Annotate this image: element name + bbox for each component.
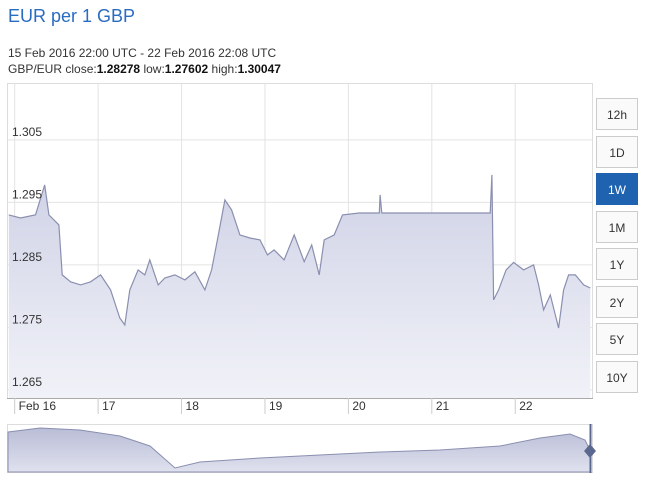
area-fill (8, 174, 591, 398)
x-tick-label: 18 (186, 399, 200, 413)
range-button[interactable]: 1Y (596, 248, 638, 280)
range-button[interactable]: 10Y (596, 360, 638, 393)
stat-value: 1.27602 (164, 62, 209, 76)
stat-value: 1.30047 (237, 62, 281, 76)
x-tick-label: 20 (352, 399, 366, 413)
navigator-handle-grip[interactable] (584, 444, 596, 458)
chart-title: EUR per 1 GBP (8, 6, 136, 26)
range-button[interactable]: 1W (596, 173, 638, 205)
y-tick-label: 1.305 (12, 125, 42, 139)
pair: GBP/EUR (8, 62, 63, 76)
range-button[interactable]: 1D (596, 135, 638, 168)
stat-label: high: (211, 62, 238, 76)
x-tick-label: 21 (436, 399, 450, 413)
y-tick-label: 1.275 (12, 313, 42, 327)
x-tick-label: 19 (269, 399, 283, 413)
range-button[interactable]: 5Y (596, 323, 638, 355)
stat-value: 1.28278 (96, 62, 141, 76)
x-tick-label: 22 (519, 399, 533, 413)
y-tick-label: 1.265 (12, 375, 42, 389)
stat-label: close: (65, 62, 97, 76)
x-tick-label: 17 (102, 399, 116, 413)
price-line (8, 174, 591, 329)
stat-label: low: (143, 62, 165, 76)
range-button[interactable]: 12h (596, 98, 638, 130)
x-tick-label: Feb 16 (19, 399, 57, 413)
subtitle: 15 Feb 2016 22:00 UTC - 22 Feb 2016 22:0… (8, 46, 277, 60)
y-tick-label: 1.285 (12, 250, 42, 264)
stats: GBP/EUR close:1.28278 low:1.27602 high:1… (8, 62, 281, 76)
y-tick-label: 1.295 (12, 188, 42, 202)
range-button[interactable]: 2Y (596, 285, 638, 318)
range-button[interactable]: 1M (596, 210, 638, 243)
